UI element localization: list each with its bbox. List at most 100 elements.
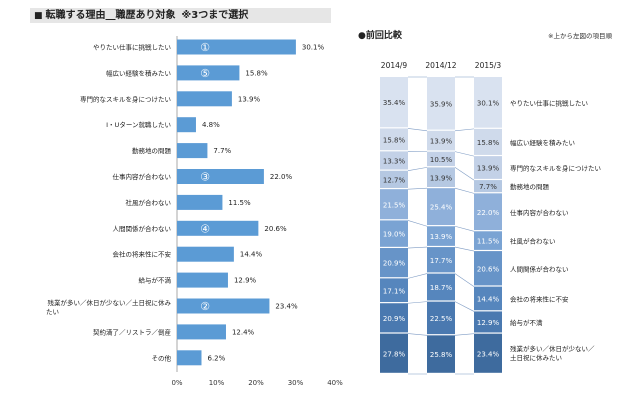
segment-value-label: 20.6% — [477, 265, 500, 273]
bar — [177, 194, 223, 210]
stacked-segment — [427, 226, 455, 246]
stacked-segment — [380, 303, 408, 333]
stacked-segment — [380, 248, 408, 278]
value-label: 15.8% — [245, 69, 268, 77]
category-label: I・Uターン就職したい — [106, 120, 171, 129]
stacked-segment — [427, 77, 455, 130]
value-label: 6.2% — [207, 354, 225, 362]
connector-line — [407, 246, 428, 249]
segment-value-label: 12.7% — [383, 176, 406, 184]
bar — [177, 324, 226, 340]
connector-line — [454, 167, 475, 181]
stacked-segment — [380, 151, 408, 170]
stacked-segment — [474, 311, 502, 333]
segment-value-label: 23.4% — [477, 350, 500, 358]
segment-value-label: 14.4% — [477, 296, 500, 304]
segment-value-label: 12.9% — [477, 319, 500, 327]
title-square-icon: ■ — [34, 11, 43, 21]
category-label: 残業が多い／休日が少ない／土日祝に休み — [48, 298, 172, 307]
connector-line — [407, 301, 428, 304]
connector-line — [454, 301, 475, 312]
column-header: 2014/9 — [381, 61, 408, 70]
value-label: 7.7% — [213, 147, 231, 155]
connector-line — [454, 151, 475, 157]
segment-value-label: 17.7% — [430, 257, 453, 265]
stacked-segment — [380, 77, 408, 128]
category-label: 会社の将来性に不安 — [113, 250, 172, 259]
chart-subtitle: 職歴あり対象 — [115, 10, 176, 21]
comparison-title: ●前回比較 — [358, 31, 402, 41]
stacked-segment — [427, 151, 455, 167]
segment-label: 会社の将来性に不安 — [510, 295, 569, 304]
category-label: 給与が不満 — [139, 276, 172, 285]
value-label: 30.1% — [302, 44, 325, 52]
segment-value-label: 13.9% — [430, 233, 453, 241]
segment-value-label: 25.4% — [430, 204, 453, 212]
x-tick-label: 10% — [209, 379, 225, 387]
stacked-segment — [474, 77, 502, 128]
connector-line — [454, 273, 475, 287]
x-tick-label: 20% — [248, 379, 264, 387]
segment-value-label: 20.9% — [383, 260, 406, 268]
stacked-segment — [474, 193, 502, 231]
column-header: 2015/3 — [475, 61, 502, 70]
segment-label: 人間関係が合わない — [510, 264, 569, 273]
value-label: 4.8% — [202, 121, 220, 129]
segment-value-label: 20.9% — [383, 315, 406, 323]
value-label: 12.4% — [232, 328, 255, 336]
segment-value-label: 17.1% — [383, 287, 406, 295]
chart-note: ※3つまで選択 — [181, 10, 249, 21]
bar — [177, 39, 296, 55]
connector-line — [407, 167, 428, 172]
segment-label: 専門的なスキルを身につけたい — [510, 164, 601, 173]
segment-label: 給与が不満 — [510, 318, 543, 327]
chart-title: 転職する理由 — [45, 10, 106, 21]
stacked-segment — [427, 335, 455, 373]
segment-label: 仕事内容が合わない — [510, 208, 569, 217]
bar — [177, 350, 202, 366]
bar — [177, 65, 240, 81]
value-label: 12.9% — [234, 277, 257, 285]
segment-value-label: 30.1% — [477, 99, 500, 107]
rank-marker: ③ — [200, 171, 210, 184]
connector-line — [407, 187, 428, 190]
segment-value-label: 15.8% — [383, 136, 406, 144]
bar — [177, 169, 264, 184]
connector-line — [454, 128, 475, 132]
segment-value-label: 22.0% — [477, 209, 500, 217]
connector-line — [454, 246, 475, 252]
bar — [177, 220, 259, 236]
category-label: 人間関係が合わない — [113, 224, 172, 233]
bar — [177, 143, 208, 159]
segment-value-label: 13.9% — [430, 174, 453, 182]
connector-line — [407, 128, 428, 132]
category-label: 幅広い経験を積みたい — [106, 68, 171, 77]
segment-value-label: 10.5% — [430, 156, 453, 164]
x-tick-label: 30% — [288, 379, 304, 387]
segment-value-label: 35.4% — [383, 99, 406, 107]
category-label: 契約満了／リストラ／倒産 — [93, 327, 172, 336]
stacked-segment — [474, 156, 502, 179]
bar — [177, 272, 228, 288]
stacked-segment — [427, 130, 455, 151]
segment-label: 勤務地の問題 — [510, 182, 550, 191]
stacked-segment — [427, 188, 455, 226]
value-label: 13.9% — [238, 95, 261, 103]
category-label-line2: たい — [46, 308, 59, 316]
segment-label: 社風が合わない — [510, 237, 556, 246]
stacked-segment — [380, 170, 408, 188]
stacked-segment — [474, 286, 502, 311]
category-label: 勤務地の問題 — [132, 146, 172, 155]
connector-line — [454, 333, 475, 336]
x-tick-label: 40% — [327, 379, 343, 387]
stacked-segment — [380, 128, 408, 151]
connector-line — [454, 225, 475, 232]
segment-label: 土日祝に休みたい — [510, 353, 562, 362]
stacked-segment — [474, 180, 502, 193]
segment-value-label: 7.7% — [479, 183, 497, 191]
segment-value-label: 21.5% — [383, 201, 406, 209]
stacked-segment — [474, 231, 502, 250]
category-label: 社風が合わない — [126, 198, 172, 207]
value-label: 14.4% — [240, 251, 263, 259]
category-label: やりたい仕事に挑戦したい — [93, 43, 171, 52]
